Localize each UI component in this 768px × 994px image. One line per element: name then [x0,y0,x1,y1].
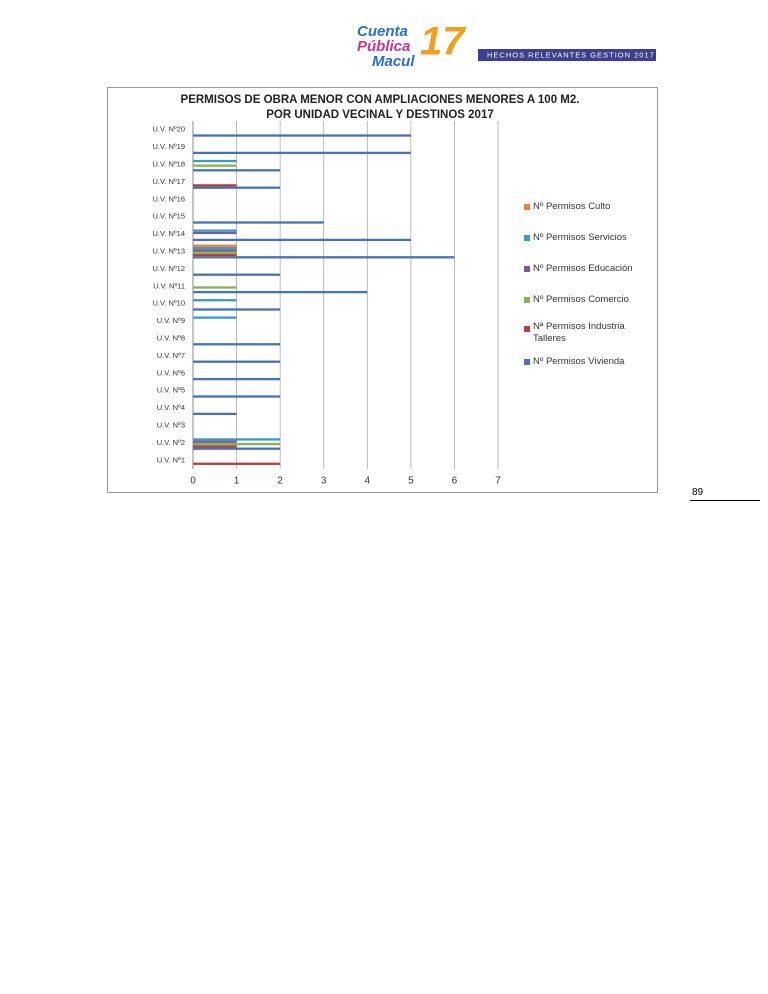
bar [193,229,237,232]
bar [193,256,455,259]
bar [193,377,281,381]
legend-label: Nº Permisos Culto [533,201,611,212]
bar [193,299,237,302]
x-tick-label: 1 [234,476,240,487]
x-tick-label: 3 [321,476,327,487]
y-tick-label: U.V. Nº15 [153,212,185,221]
legend-swatch [524,326,530,332]
y-tick-label: U.V. Nº1 [157,455,185,464]
y-tick-label: U.V. Nº6 [157,368,185,377]
legend-label: Nº Permisos Servicios [533,232,627,243]
bar [193,244,237,247]
plot: 0 1 2 3 4 5 6 7 U.V. Nº1 U.V. Nº2 U.V. Nº3 U.V. Nº4… [153,121,501,487]
y-tick-label: U.V. Nº2 [157,438,185,447]
logo-line: Pública [357,38,410,55]
legend-label: Nº Permisos Educación [533,263,633,274]
bar [193,360,281,363]
bar [193,246,237,250]
bar [193,316,237,319]
y-tick-label: U.V. Nº11 [153,281,185,290]
y-tick-label: U.V. Nº4 [157,403,185,412]
bar [193,462,281,465]
legend-label: Nª Permisos Industria Talleres [533,321,625,344]
x-tick-label: 6 [452,476,458,487]
bar [193,238,411,242]
y-tick-label: U.V. Nº20 [153,125,185,134]
logo-line: Cuenta [357,23,408,40]
bar [193,253,237,257]
legend-swatch [524,235,530,241]
x-tick-label: 0 [190,476,196,487]
bar [193,164,237,167]
bar [193,412,237,416]
bar [193,184,237,187]
bar [193,445,237,448]
legend-swatch [524,204,530,210]
x-tick-label: 2 [277,476,283,487]
bar [193,447,281,450]
y-tick-label: U.V. Nº7 [157,351,185,360]
chart-frame [107,87,658,493]
legend-label: Nº Permisos Comercio [533,294,629,305]
bar [193,442,281,446]
page-number: 89 [692,487,704,498]
y-tick-label: U.V. Nº13 [153,246,185,255]
x-tick-label: 7 [495,476,501,487]
tagline: HECHOS RELEVANTES GESTION 2017 [487,50,655,59]
page-svg: Cuenta Pública Macul 17 HECHOS RELEVANTE… [107,20,658,493]
logo-year: 17 [420,20,466,64]
y-tick-label: U.V. Nº17 [153,177,185,186]
y-tick-label: U.V. Nº18 [153,159,185,168]
bar [193,151,411,155]
y-tick-label: U.V. Nº5 [157,386,185,395]
bar [193,438,281,441]
bar [193,186,281,189]
bar [193,273,281,276]
y-tick-label: U.V. Nº10 [153,299,185,308]
bar [193,308,281,311]
x-tick-label: 4 [365,476,371,487]
y-tick-label: U.V. Nº9 [157,316,185,325]
x-tick-label: 5 [408,476,414,487]
y-tick-label: U.V. Nº12 [153,264,185,273]
y-tick-label: U.V. Nº19 [153,142,185,151]
y-tick-label: U.V. Nº14 [153,229,185,238]
y-tick-label: U.V. Nº8 [157,333,185,342]
bar [193,231,237,235]
legend-label: Nº Permisos Vivienda [533,356,625,367]
legend-swatch [524,359,530,365]
bar [193,395,281,398]
chart-title: POR UNIDAD VECINAL Y DESTINOS 2017 [266,109,494,121]
bar [193,290,368,294]
bar [193,159,237,163]
chart-title: PERMISOS DE OBRA MENOR CON AMPLIACIONES … [181,94,580,106]
bar [193,249,237,252]
logo-line: Macul [372,53,415,70]
legend-swatch [524,297,530,303]
page-rule [690,500,760,501]
bar [193,221,324,224]
legend-swatch [524,266,530,272]
bar [193,169,281,172]
bar [193,134,411,137]
bar [193,343,281,346]
y-tick-label: U.V. Nº3 [157,420,185,429]
bar [193,440,237,443]
y-tick-label: U.V. Nº16 [153,194,185,203]
tagline-band [478,49,656,61]
bar [193,286,237,289]
bar [193,251,237,254]
